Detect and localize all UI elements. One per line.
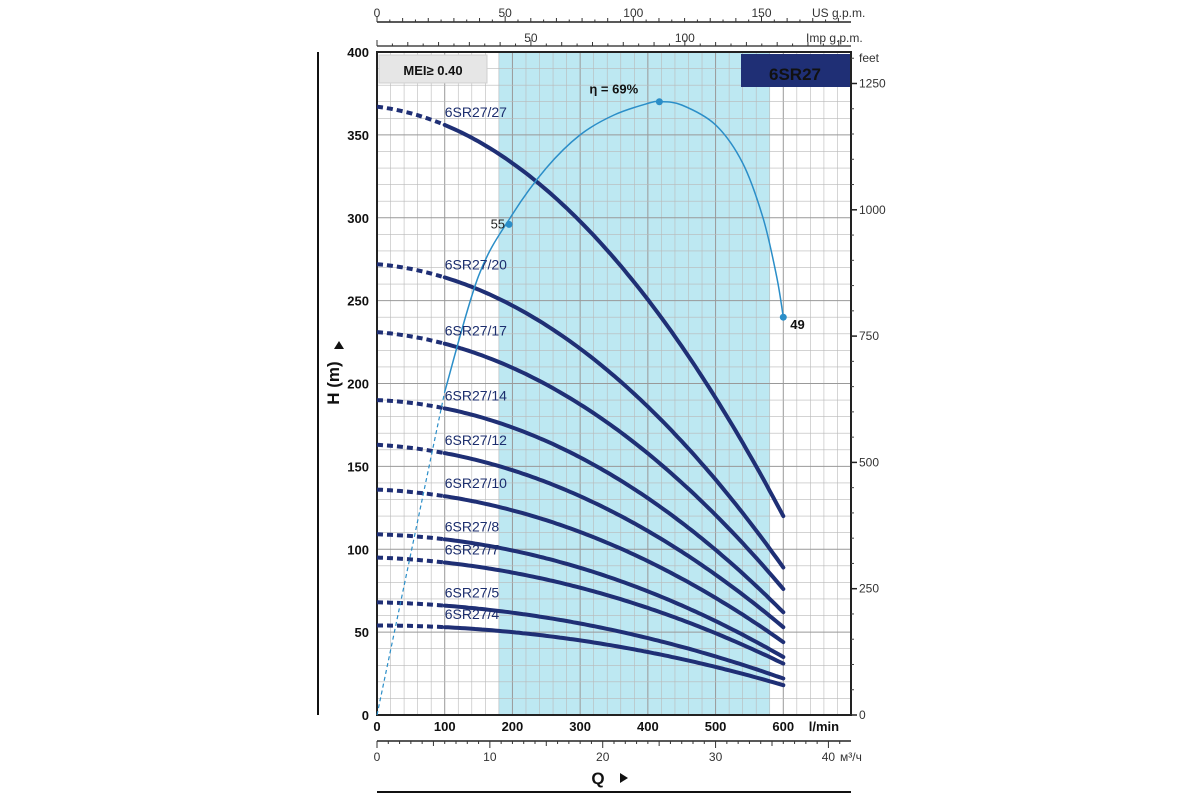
mei-badge-bg: [378, 54, 488, 84]
x-axis-title: Q: [591, 769, 604, 788]
curve-6SR27-8-dashed: [376, 532, 445, 542]
curve-6SR27-20: [442, 275, 786, 570]
efficiency-label-peak: η = 69%: [589, 82, 638, 97]
y-tick-label: 200: [347, 377, 369, 392]
curve-label: 6SR27/4: [445, 606, 500, 622]
efficiency-curve-dashed: [376, 391, 446, 716]
right-tick-label: 1250: [859, 76, 886, 90]
us-gpm-tick-label: 100: [623, 6, 643, 20]
us-gpm-tick-label: 0: [374, 6, 381, 20]
curve-6SR27-12-dashed: [376, 442, 446, 456]
right-tick-label: 1000: [859, 203, 886, 217]
right-tick-label: 750: [859, 329, 879, 343]
curve-6SR27-20-dashed: [376, 262, 446, 280]
us-gpm-axis-unit: US g.p.m.: [812, 6, 865, 20]
m3h-tick-label: 0: [374, 750, 381, 764]
curve-label: 6SR27/5: [445, 585, 500, 601]
efficiency-marker: [655, 98, 663, 106]
curve-label: 6SR27/20: [445, 256, 507, 272]
imp-gpm-axis-unit: Imp g.p.m.: [806, 31, 863, 45]
efficiency-marker: [505, 220, 513, 228]
curve-6SR27-8: [442, 537, 786, 659]
right-tick-label: 0: [859, 708, 866, 722]
y-tick-label: 400: [347, 45, 369, 60]
imp-gpm-tick-label: 50: [524, 31, 538, 45]
x-tick-label: 200: [502, 719, 524, 734]
x-axis-arrow-icon: [620, 773, 628, 783]
m3h-tick-label: 40: [822, 750, 836, 764]
curve-label: 6SR27/8: [445, 518, 500, 534]
y-tick-label: 50: [355, 625, 369, 640]
efficiency-label-right: 49: [790, 317, 804, 332]
m3h-tick-label: 10: [483, 750, 497, 764]
us-gpm-tick-label: 50: [498, 6, 512, 20]
imp-gpm-tick-label: 100: [675, 31, 695, 45]
curve-6SR27-7-dashed: [376, 555, 445, 565]
plot-frame: [376, 51, 852, 716]
curve-label: 6SR27/7: [445, 542, 500, 558]
curve-6SR27-4-dashed: [377, 623, 445, 630]
y-axis-title: H (m): [324, 361, 343, 404]
x-tick-label: 300: [569, 719, 591, 734]
curve-6SR27-14: [442, 406, 786, 615]
curve-label: 6SR27/17: [445, 323, 507, 339]
y-axis-arrow-icon: [334, 341, 344, 349]
y-tick-label: 150: [347, 459, 369, 474]
curve-6SR27-12: [442, 451, 786, 630]
efficiency-marker: [779, 313, 787, 321]
x-tick-label: 400: [637, 719, 659, 734]
m3h-tick-label: 20: [596, 750, 610, 764]
right-axis-unit: feet: [859, 51, 880, 65]
y-tick-label: 100: [347, 542, 369, 557]
curve-6SR27-5: [442, 603, 786, 681]
y-tick-label: 350: [347, 128, 369, 143]
mei-badge: MEI≥ 0.40: [403, 63, 462, 78]
curve-6SR27-10: [442, 494, 786, 645]
y-tick-label: 0: [362, 708, 369, 723]
curve-6SR27-27: [442, 122, 786, 519]
us-gpm-tick-label: 150: [751, 6, 771, 20]
right-tick-label: 250: [859, 582, 879, 596]
x-tick-label: 0: [373, 719, 380, 734]
curve-label: 6SR27/14: [445, 387, 507, 403]
x-axis-unit: l/min: [809, 719, 839, 734]
curve-6SR27-10-dashed: [376, 487, 445, 499]
curve-6SR27-27-dashed: [376, 104, 446, 127]
curve-6SR27-14-dashed: [376, 398, 446, 411]
m3h-axis-unit: м³/ч: [840, 750, 862, 764]
right-tick-label: 500: [859, 455, 879, 469]
model-badge: 6SR27: [769, 65, 821, 84]
y-tick-label: 250: [347, 294, 369, 309]
x-tick-label: 500: [705, 719, 727, 734]
curve-label: 6SR27/10: [445, 475, 507, 491]
efficiency-label-left: 55: [491, 216, 505, 231]
curve-6SR27-17: [442, 341, 786, 591]
x-tick-label: 100: [434, 719, 456, 734]
curve-6SR27-7: [442, 560, 786, 666]
y-tick-label: 300: [347, 211, 369, 226]
model-badge-bg: [741, 54, 850, 87]
curve-label: 6SR27/12: [445, 432, 507, 448]
curve-6SR27-4: [442, 625, 786, 688]
curve-label: 6SR27/27: [445, 104, 507, 120]
m3h-tick-label: 30: [709, 750, 723, 764]
curve-6SR27-17-dashed: [376, 330, 446, 346]
x-tick-label: 600: [772, 719, 794, 734]
curve-6SR27-5-dashed: [376, 600, 445, 608]
